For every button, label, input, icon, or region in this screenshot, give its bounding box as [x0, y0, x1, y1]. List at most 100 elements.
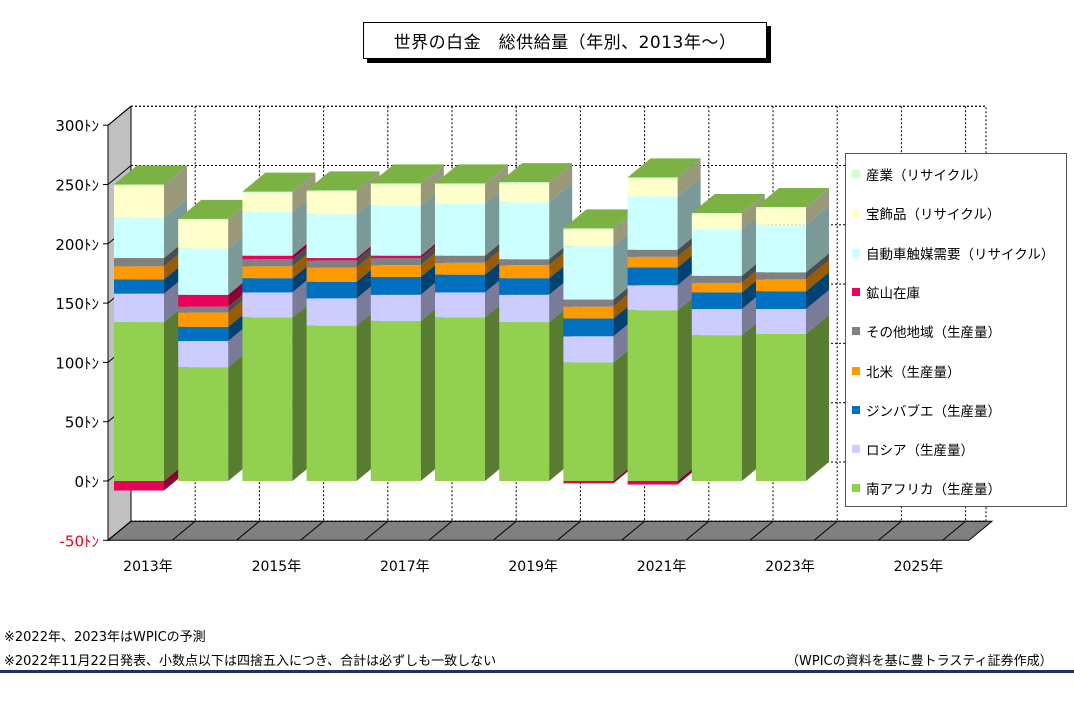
floor-separator — [236, 520, 260, 541]
bar-top-face — [242, 172, 316, 192]
bar-segment-front — [114, 279, 164, 294]
bar-segment — [627, 158, 701, 179]
bar-segment — [114, 303, 187, 481]
bar-segment-side — [292, 172, 316, 193]
bar-segment — [499, 163, 573, 184]
bar-segment-front — [114, 293, 164, 323]
bar-segment-front — [691, 275, 742, 283]
bar-top-face — [370, 164, 444, 184]
bar-segment — [370, 164, 444, 185]
bar-segment-front — [370, 184, 421, 206]
bar-segment-front — [242, 259, 293, 267]
bar-segment-front — [691, 309, 742, 336]
bar-top-face — [435, 164, 508, 184]
bar-segment-front — [178, 248, 229, 295]
bar-segment-front — [627, 267, 678, 286]
bar-segment-side — [420, 164, 444, 185]
floor-separator — [685, 520, 710, 541]
bar-segment — [114, 166, 187, 218]
bar-segment-front — [178, 220, 229, 249]
legend-item: 南アフリカ（生産量） — [852, 478, 1001, 498]
bar-segment-front — [435, 184, 485, 204]
bar-segment — [435, 298, 508, 481]
floor-separator — [878, 520, 902, 541]
bar-segment-front — [691, 214, 742, 230]
bar-segment-side — [806, 205, 829, 273]
floor-separator — [364, 520, 389, 541]
legend-label: 南アフリカ（生産量） — [866, 482, 1001, 499]
bar-segment-front — [435, 274, 485, 293]
chart-bars — [114, 158, 829, 491]
legend-swatch — [852, 327, 860, 336]
bar-segment-front — [178, 306, 229, 313]
bar-top-face — [756, 188, 829, 208]
floor-separator — [171, 520, 196, 541]
y-tick-label: 300ﾄﾝ — [55, 117, 99, 135]
bar-segment-front — [114, 322, 164, 481]
x-tick-label: 2023年 — [765, 559, 815, 575]
floor-separator — [557, 520, 581, 541]
bar-segment-front — [499, 259, 550, 266]
bar-segment-front — [242, 192, 293, 212]
bottom-rule — [0, 670, 1074, 673]
bar-segment — [691, 195, 765, 230]
bar-segment-front — [499, 202, 550, 260]
bar-segment-side — [356, 171, 380, 192]
bar-segment-front — [306, 260, 357, 268]
x-axis-tick-labels: 2013年 2015年 2017年 2019年 2021年 2023年 2025年 — [123, 559, 943, 575]
bar-segment-front — [691, 229, 742, 276]
bar-segment-front — [178, 312, 229, 327]
bar-segment-front — [435, 183, 485, 185]
chart-title: 世界の白金 総供給量（年別、2013年～） — [363, 22, 767, 59]
bar-segment — [627, 291, 701, 481]
bar-segment-side — [549, 164, 573, 203]
bar-segment-front — [563, 318, 614, 337]
bar-segment-front — [627, 256, 678, 268]
bar-segment-front — [627, 177, 678, 179]
x-tick-label: 2017年 — [380, 559, 430, 575]
bar-segment-front — [627, 249, 678, 257]
bar-segment-front — [114, 266, 164, 280]
bar-segment-side — [806, 314, 829, 481]
floor-separator — [107, 520, 132, 541]
bar-segment-front — [370, 294, 421, 321]
bar-segment-front — [691, 212, 742, 215]
bar-segment-front — [242, 292, 293, 318]
bar-segment-front — [563, 246, 614, 300]
bar-segment-front — [114, 481, 164, 491]
legend-swatch — [852, 366, 860, 375]
bar-segment-front — [756, 333, 806, 481]
bar-segment-front — [370, 183, 421, 185]
legend-swatch — [852, 209, 860, 218]
source-note: （WPICの資料を基に豊トラスティ証券作成） — [786, 654, 1053, 669]
bar-segment — [435, 165, 508, 204]
bar-segment — [756, 272, 829, 310]
y-axis-tick-labels: 300ﾄﾝ 250ﾄﾝ 200ﾄﾝ 150ﾄﾝ 100ﾄﾝ 50ﾄﾝ 0ﾄﾝ -50ﾄﾝ — [55, 117, 99, 550]
legend-swatch — [852, 248, 860, 257]
bar-segment-front — [499, 183, 550, 203]
bar-segment-front — [306, 191, 357, 215]
bar-top-face — [306, 171, 380, 191]
bar-segment — [435, 164, 508, 185]
bar-segment — [306, 306, 380, 481]
bar-segment-front — [499, 294, 550, 323]
bar-segment-front — [370, 258, 421, 266]
bar-segment-front — [242, 211, 293, 256]
bar-segment-front — [435, 317, 485, 481]
bar-segment-front — [178, 218, 229, 221]
bar-segment-side — [485, 164, 508, 185]
bar-segment-front — [563, 362, 614, 481]
x-tick-label: 2025年 — [894, 559, 944, 575]
floor-separator — [300, 520, 324, 541]
bar-segment-front — [691, 282, 742, 293]
bar-top-face — [563, 209, 637, 229]
bar-segment — [756, 253, 829, 280]
legend-swatch — [852, 484, 860, 493]
bar-segment — [756, 314, 829, 481]
y-tick-label: 100ﾄﾝ — [55, 354, 99, 372]
bar-segment-side — [677, 159, 701, 197]
bar-segment-front — [756, 291, 806, 310]
floor-separator — [813, 520, 838, 541]
bar-segment-front — [435, 292, 485, 318]
